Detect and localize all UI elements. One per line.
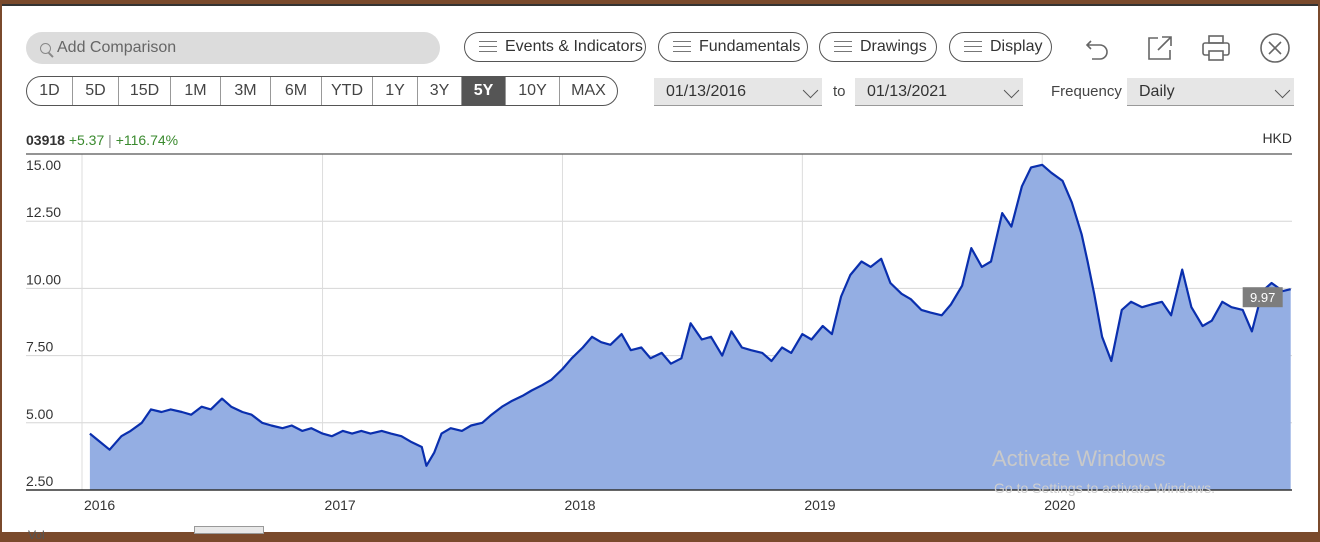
events-indicators-button[interactable]: Events & Indicators <box>464 32 646 62</box>
x-tick-label: 2018 <box>564 497 595 513</box>
ticker-symbol: 03918 <box>26 132 65 148</box>
y-tick-label: 2.50 <box>26 473 53 489</box>
menu-lines-icon <box>479 41 497 53</box>
search-icon <box>40 42 51 54</box>
menu-lines-icon <box>834 41 852 53</box>
popout-icon[interactable] <box>1144 32 1176 64</box>
range-1y[interactable]: 1Y <box>372 77 417 105</box>
range-1d[interactable]: 1D <box>39 82 60 99</box>
range-1m[interactable]: 1M <box>170 77 220 105</box>
start-date-value: 01/13/2016 <box>666 82 747 100</box>
y-tick-label: 5.00 <box>26 406 53 422</box>
last-value-label: 9.97 <box>1250 290 1275 305</box>
range-5d[interactable]: 5D <box>72 77 118 105</box>
currency-label: HKD <box>1262 130 1292 146</box>
range-ytd[interactable]: YTD <box>321 77 372 105</box>
menu-lines-icon <box>673 41 691 53</box>
scrollbar-thumb[interactable] <box>194 526 264 534</box>
display-label: Display <box>990 38 1043 55</box>
close-icon[interactable] <box>1259 32 1291 64</box>
chart-window: Add Comparison Events & Indicators Funda… <box>2 4 1318 542</box>
range-5y[interactable]: 5Y <box>461 77 505 105</box>
x-tick-label: 2017 <box>325 497 356 513</box>
x-tick-label: 2020 <box>1044 497 1075 513</box>
price-line <box>89 163 1291 467</box>
frequency-label: Frequency <box>1051 83 1122 100</box>
add-comparison-placeholder: Add Comparison <box>57 39 177 56</box>
chevron-down-icon <box>1003 82 1020 99</box>
range-max[interactable]: MAX <box>559 77 617 105</box>
price-change: +5.37 <box>68 132 105 148</box>
to-label: to <box>833 83 846 100</box>
watermark-title: Activate Windows <box>992 446 1166 471</box>
x-tick-label: 2016 <box>84 497 115 513</box>
y-tick-label: 7.50 <box>26 339 53 355</box>
frequency-value: Daily <box>1139 82 1175 100</box>
range-15d[interactable]: 15D <box>118 77 170 105</box>
y-tick-label: 12.50 <box>26 204 61 220</box>
price-change-percent: +116.74% <box>115 132 179 148</box>
last-value-badge <box>1242 287 1283 308</box>
range-10y[interactable]: 10Y <box>505 77 559 105</box>
volume-label: Vol <box>28 528 45 542</box>
menu-lines-icon <box>964 41 982 53</box>
add-comparison-input[interactable]: Add Comparison <box>26 32 440 64</box>
y-tick-label: 15.00 <box>26 157 61 173</box>
fundamentals-button[interactable]: Fundamentals <box>658 32 808 62</box>
y-tick-label: 10.00 <box>26 271 61 287</box>
range-6m[interactable]: 6M <box>270 77 321 105</box>
range-3m[interactable]: 3M <box>220 77 270 105</box>
drawings-button[interactable]: Drawings <box>819 32 937 62</box>
chevron-down-icon <box>1274 82 1291 99</box>
drawings-label: Drawings <box>860 38 927 55</box>
x-tick-label: 2019 <box>804 497 835 513</box>
price-chart[interactable]: 2.50 5.00 7.50 10.00 12.50 15.00 2016 2017 2018 2… <box>2 146 1318 524</box>
end-date-select[interactable]: 01/13/2021 <box>855 78 1023 106</box>
undo-icon[interactable] <box>1082 32 1114 64</box>
chevron-down-icon <box>802 82 819 99</box>
range-3y[interactable]: 3Y <box>417 77 461 105</box>
end-date-value: 01/13/2021 <box>867 82 948 100</box>
start-date-select[interactable]: 01/13/2016 <box>654 78 822 106</box>
ticker-summary: 03918 +5.37 | +116.74% <box>26 132 178 148</box>
frequency-select[interactable]: Daily <box>1127 78 1294 106</box>
change-separator: | <box>108 132 112 148</box>
watermark-subtitle: Go to Settings to activate Windows. <box>994 480 1215 496</box>
range-selector: 1D 5D 15D 1M 3M 6M YTD 1Y 3Y 5Y 10Y MAX <box>26 76 618 106</box>
print-icon[interactable] <box>1200 32 1232 64</box>
events-indicators-label: Events & Indicators <box>505 38 643 55</box>
display-button[interactable]: Display <box>949 32 1052 62</box>
fundamentals-label: Fundamentals <box>699 38 801 55</box>
